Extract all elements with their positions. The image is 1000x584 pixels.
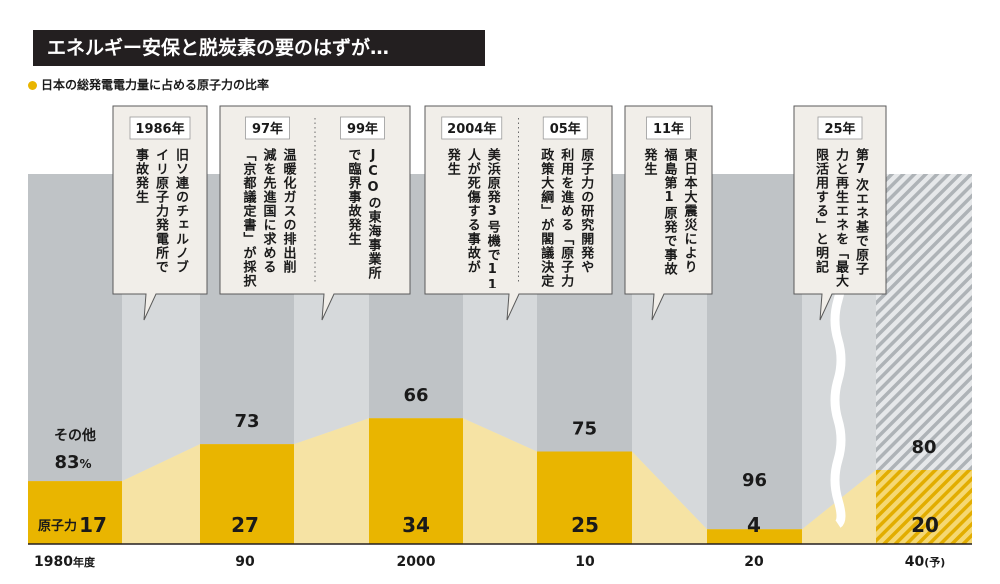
event-callout-box [624, 105, 713, 321]
chart-title: エネルギー安保と脱炭素の要のはずが… [33, 30, 485, 66]
other-series-label: その他 [54, 427, 96, 444]
event-text-line: JCOの東海事業所 [365, 148, 381, 280]
event-year-tag [646, 116, 691, 140]
nuclear-bar [707, 529, 802, 544]
event-text-line: 利用を進める「原子力 [558, 148, 574, 288]
event-text-line: 人が死傷する事故が [464, 148, 480, 274]
event-text-line: 発生 [641, 148, 657, 176]
nuclear-bar [876, 470, 972, 544]
event-year: 1986年 [135, 121, 184, 137]
x-tick-label: 10 [575, 554, 595, 570]
event-text-line: イリ原子力発電所で [153, 148, 168, 274]
nuclear-value-label: 27 [231, 513, 259, 537]
other-value-label: 83% [54, 452, 91, 473]
event-text-line: 事故発生 [133, 148, 148, 204]
percent-sign: % [80, 457, 92, 471]
event-description: JCOの東海事業所 で臨界事故発生 [343, 148, 383, 288]
x-tick-label: 20 [744, 554, 764, 570]
event-text-line: 政策大綱」が閣議決定 [538, 148, 554, 288]
event-text-line: で臨界事故発生 [345, 148, 361, 246]
event-year: 11年 [653, 121, 684, 137]
event-description: 温暖化ガスの排出削 減を先進国に求める 「京都議定書」が採択 [238, 148, 298, 288]
nuclear-value-label: 4 [747, 513, 761, 537]
nuclear-value-label: 17 [79, 513, 107, 537]
event-text-line: 減を先進国に求める [260, 148, 276, 274]
event-text-line: 「京都議定書」が採択 [240, 148, 256, 288]
event-year-tag [817, 116, 863, 140]
event-description: 原子力の研究開発や 利用を進める「原子力 政策大綱」が閣議決定 [535, 148, 595, 288]
x-tick-suffix: 年度 [73, 555, 96, 569]
event-year: 97年 [252, 121, 283, 137]
x-tick-label: 2000 [397, 554, 436, 570]
nuclear-value-label: 34 [402, 513, 430, 537]
legend-dot-icon [28, 81, 37, 90]
x-tick-suffix: (予) [924, 556, 945, 569]
other-value-label: 75 [572, 419, 597, 440]
x-tick-label: 1980年度 [34, 554, 96, 570]
event-year: 25年 [824, 121, 855, 137]
event-year-tag [441, 116, 503, 140]
other-value-label: 73 [234, 411, 259, 432]
event-text-line: 温暖化ガスの排出削 [280, 148, 296, 274]
subtitle-text: 日本の総発電電力量に占める原子力の比率 [41, 78, 270, 92]
event-year: 05年 [550, 121, 581, 137]
event-text-line: 旧ソ連のチェルノブ [173, 148, 188, 274]
event-callout-box [112, 105, 208, 321]
event-description: 旧ソ連のチェルノブ イリ原子力発電所で 事故発生 [130, 148, 190, 288]
event-description: 東日本大震災により 福島第1原発で事故 発生 [639, 148, 699, 288]
nuclear-series-label: 原子力 [38, 518, 77, 534]
nuclear-bar [369, 418, 463, 544]
nuclear-connector [632, 451, 707, 544]
event-year-tag [340, 116, 385, 140]
other-bar [876, 174, 972, 470]
other-value-label: 80 [911, 437, 936, 458]
nuclear-connector [122, 444, 200, 544]
nuclear-value-label: 20 [911, 513, 939, 537]
event-text-line: 美浜原発3号機で11 [484, 148, 500, 288]
event-text-line: 力と再生エネを「最大 [833, 148, 848, 288]
event-text-line: 福島第1原発で事故 [661, 148, 677, 276]
x-tick-label: 40(予) [905, 554, 946, 570]
other-bar [28, 174, 122, 482]
nuclear-connector [294, 418, 369, 544]
event-text-line: 発生 [444, 148, 460, 176]
x-tick-label: 90 [235, 554, 255, 570]
event-callout-box [793, 105, 887, 321]
event-year: 99年 [347, 121, 378, 137]
nuclear-value-label: 25 [571, 513, 599, 537]
chart-subtitle: 日本の総発電電力量に占める原子力の比率 [28, 76, 269, 93]
nuclear-connector [463, 418, 537, 544]
other-value-label: 66 [403, 385, 428, 406]
event-description: 美浜原発3号機で11 人が死傷する事故が 発生 [442, 148, 502, 288]
event-year: 2004年 [447, 121, 496, 137]
event-text-line: 限活用する」と明記 [813, 148, 828, 274]
event-description: 第7次エネ基で原子 力と再生エネを「最大 限活用する」と明記 [810, 148, 870, 288]
nuclear-bar [28, 481, 122, 544]
event-year-tag [245, 116, 290, 140]
nuclear-bar [537, 451, 632, 544]
event-text-line: 原子力の研究開発や [578, 148, 594, 274]
event-year-tag [129, 116, 191, 140]
event-year-tag [542, 116, 588, 140]
other-bar [707, 174, 802, 530]
event-text-line: 第7次エネ基で原子 [853, 148, 868, 276]
other-value-label: 96 [742, 470, 767, 491]
nuclear-bar [200, 444, 294, 544]
event-text-line: 東日本大震災により [681, 148, 697, 274]
